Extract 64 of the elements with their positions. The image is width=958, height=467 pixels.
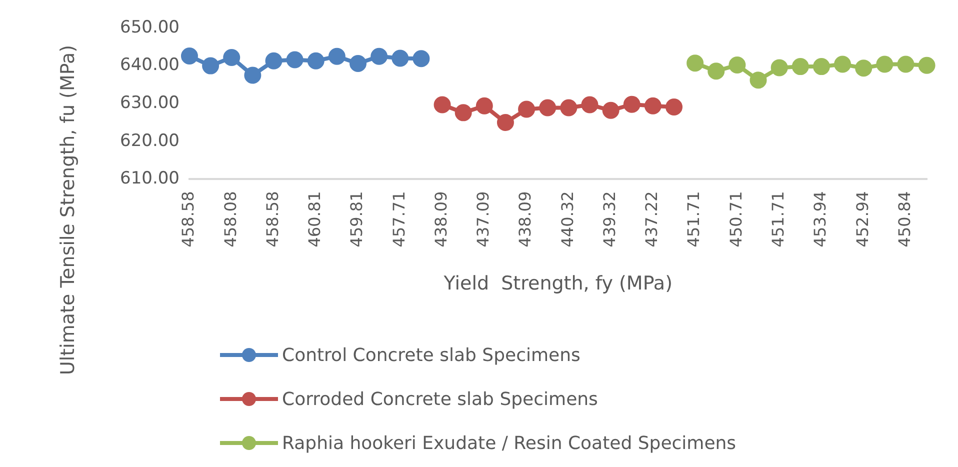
point — [412, 50, 430, 68]
point — [476, 97, 493, 114]
point — [897, 56, 914, 73]
x-tick-label: 460.81 — [305, 191, 324, 248]
point — [244, 66, 262, 84]
x-axis-title: Yield Strength, fy (MPa) — [442, 272, 672, 295]
legend-label: Raphia hookeri Exudate / Resin Coated Specimens — [282, 432, 736, 454]
point — [602, 102, 620, 119]
point — [708, 62, 725, 80]
y-tick-label: 620.00 — [120, 130, 180, 151]
point — [581, 96, 598, 114]
point — [392, 50, 409, 67]
point — [434, 96, 451, 114]
x-tick-label: 457.71 — [389, 191, 408, 248]
x-tick-label: 438.09 — [431, 191, 450, 248]
point — [855, 60, 872, 77]
point — [539, 99, 556, 116]
point — [623, 96, 640, 113]
point — [770, 59, 788, 76]
point — [666, 98, 683, 116]
x-tick-label: 450.84 — [894, 191, 914, 248]
x-tick-label: 440.32 — [558, 191, 577, 248]
point — [918, 56, 936, 74]
point — [496, 114, 514, 132]
y-tick-label: 630.00 — [120, 93, 180, 114]
point — [328, 48, 346, 65]
point — [350, 55, 367, 72]
legend-label: Control Concrete slab Specimens — [282, 344, 580, 366]
x-tick-label: 452.94 — [852, 191, 872, 248]
x-tick-label: 439.32 — [600, 191, 619, 248]
x-tick-label: 438.09 — [516, 191, 535, 248]
point — [454, 104, 472, 122]
point — [876, 56, 894, 73]
point — [560, 99, 578, 116]
point — [286, 51, 304, 68]
point — [180, 47, 198, 64]
x-tick-label: 437.09 — [474, 191, 493, 248]
point — [792, 58, 809, 76]
point — [223, 48, 240, 66]
point — [728, 56, 746, 74]
point — [834, 56, 852, 73]
x-tick-label: 458.58 — [178, 191, 198, 248]
y-axis-title: Ultimate Tensile Strength, fu (MPa) — [56, 44, 80, 378]
x-tick-label: 458.08 — [220, 191, 240, 248]
x-tick-label: 451.71 — [768, 191, 788, 248]
point — [750, 72, 767, 89]
x-tick-label: 459.81 — [347, 191, 366, 248]
x-tick-label: 453.94 — [810, 191, 830, 248]
point — [518, 100, 536, 118]
y-tick-label: 650.00 — [120, 17, 180, 38]
point — [644, 97, 662, 114]
y-tick-label: 610.00 — [120, 168, 180, 189]
point — [265, 52, 282, 70]
y-tick-label: 640.00 — [120, 55, 180, 76]
x-tick-label: 451.71 — [684, 191, 704, 248]
x-tick-label: 458.58 — [262, 191, 282, 248]
x-tick-label: 437.22 — [642, 191, 662, 248]
legend-label: Corroded Concrete slab Specimens — [282, 388, 598, 410]
point — [812, 58, 830, 76]
x-tick-label: 450.71 — [726, 191, 746, 248]
point — [686, 54, 704, 72]
point — [370, 48, 388, 65]
point — [307, 52, 324, 70]
point — [202, 57, 220, 74]
